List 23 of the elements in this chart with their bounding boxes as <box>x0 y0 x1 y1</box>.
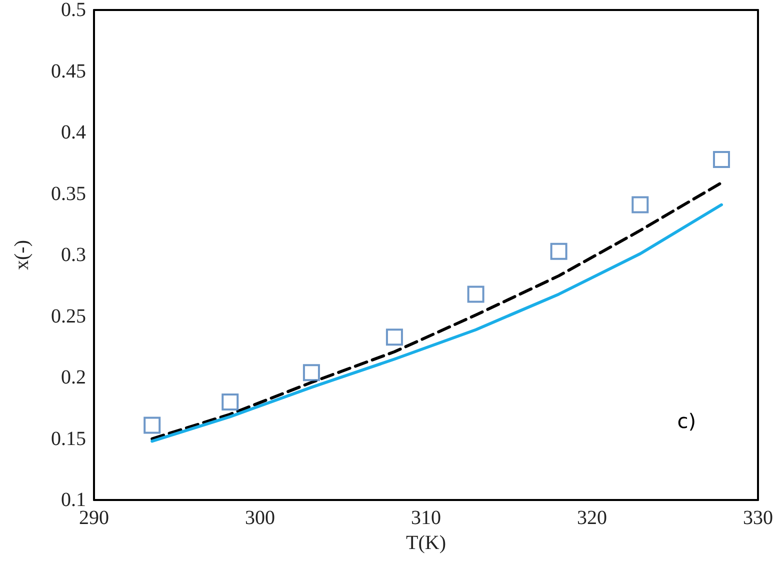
annotation: c) <box>677 409 696 433</box>
y-tick-label: 0.35 <box>51 182 86 205</box>
point <box>302 364 320 382</box>
y-tick-label: 0.5 <box>61 0 86 21</box>
x-tick-label: 300 <box>245 507 275 529</box>
y-tick-label: 0.2 <box>61 366 86 388</box>
y-tick-label: 0.45 <box>51 60 86 82</box>
x-tick-label: 310 <box>411 507 441 529</box>
y-tick-label: 0.25 <box>51 305 86 328</box>
y-tick-label: 0.3 <box>61 244 86 266</box>
y-tick-label: 0.15 <box>51 428 86 450</box>
y-axis-title: x(-) <box>11 240 33 270</box>
point <box>386 328 403 346</box>
point <box>712 150 730 168</box>
point <box>144 416 161 434</box>
point <box>632 196 649 214</box>
point <box>222 394 239 410</box>
y-tick-label: 0.4 <box>61 122 86 144</box>
x-tick-label: 320 <box>577 507 607 529</box>
x-tick-label: 330 <box>743 507 773 529</box>
point <box>550 242 568 260</box>
point <box>467 286 484 303</box>
x-axis-title: T(K) <box>406 532 446 554</box>
